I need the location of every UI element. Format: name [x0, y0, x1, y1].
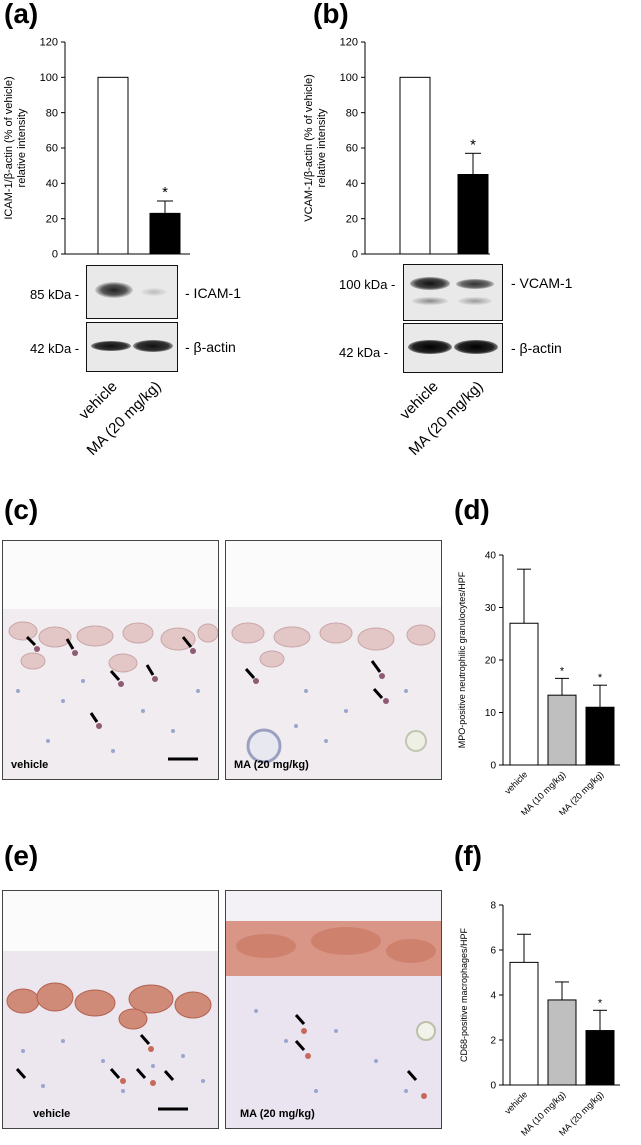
y-tick-label: 0 [52, 249, 58, 260]
y-tick-label: 120 [40, 37, 58, 49]
y-tick-label: 80 [346, 107, 358, 119]
bar [399, 76, 431, 255]
blot-a-actin-panel [86, 322, 178, 372]
significance-marker: * [598, 997, 603, 1009]
y-tick-label: 20 [346, 213, 358, 225]
micrograph-e-ma-caption: MA (20 mg/kg) [240, 1108, 315, 1120]
y-tick-label: 100 [40, 72, 58, 84]
blot-a-actin-band-vehicle [91, 341, 131, 351]
significance-marker: * [560, 665, 565, 677]
y-axis-label-line2: relative intensity [316, 108, 328, 187]
y-axis-label-line2: relative intensity [16, 108, 28, 187]
blot-b-actin-label: - β-actin [511, 340, 562, 356]
blot-a-icam-band-vehicle [95, 282, 133, 298]
y-tick-label: 8 [490, 900, 496, 911]
blot-a-actin-band-ma [133, 340, 173, 352]
micrograph-c-vehicle-tissue [3, 541, 218, 779]
blot-b-vcam-label: - VCAM-1 [511, 275, 573, 291]
micrograph-c-ma: MA (20 mg/kg) [225, 540, 442, 780]
y-tick-label: 100 [340, 72, 358, 84]
blot-b-marker-100: 100 kDa - [339, 277, 396, 292]
chart-b-vcam1: 0 20 40 60 80 100 120 * VCAM-1/β-actin (% of veh… [303, 37, 490, 260]
bar [149, 212, 181, 255]
micrograph-e-vehicle-caption: vehicle [33, 1108, 71, 1120]
significance-marker: * [470, 136, 476, 153]
y-tick-label: 0 [352, 249, 358, 260]
significance-marker: * [598, 672, 603, 684]
y-axis-label: VCAM-1/β-actin (% of vehicle) [303, 74, 315, 222]
micrograph-c-ma-tissue [226, 541, 441, 779]
chart-a-icam1: 0 20 40 60 80 100 120 * ICAM-1/β-actin (% of veh… [3, 37, 190, 260]
bar [509, 622, 539, 766]
y-tick-label: 0 [490, 1080, 496, 1091]
y-tick-label: 6 [490, 945, 496, 956]
y-tick-label: 20 [485, 655, 497, 666]
blot-b-actin-band-ma [454, 340, 498, 354]
panel-label-c: (c) [4, 494, 39, 525]
blot-b-actin-panel [403, 323, 503, 373]
blot-a-icam-label: - ICAM-1 [185, 285, 241, 301]
panel-label-a: (a) [4, 0, 39, 29]
y-tick-label: 60 [46, 143, 58, 155]
blot-b-vcam-lower-band-ma [458, 297, 492, 305]
panel-label-f: (f) [454, 840, 482, 871]
blot-b-actin-band-vehicle [408, 340, 452, 354]
blot-a-icam-band-ma [141, 288, 167, 296]
significance-marker: * [162, 184, 168, 201]
panel-label-e: (e) [4, 840, 39, 871]
blot-a-actin-label: - β-actin [185, 339, 236, 355]
y-tick-label: 40 [46, 178, 58, 190]
y-tick-label: 120 [340, 37, 358, 49]
micrograph-c-vehicle-caption: vehicle [11, 759, 49, 771]
y-tick-label: 40 [485, 550, 497, 561]
micrograph-e-ma-tissue [226, 891, 441, 1128]
bar [457, 174, 489, 255]
bar [547, 694, 577, 766]
y-axis-label: CD68-positive macrophages/HPF [459, 927, 469, 1062]
y-axis-label: MPO-positive neutrophilic granulocytes/H… [457, 571, 467, 748]
y-tick-label: 60 [346, 143, 358, 155]
bar [585, 706, 615, 766]
y-tick-label: 30 [485, 603, 497, 614]
blot-b-marker-42: 42 kDa - [339, 345, 389, 360]
y-axis-label: ICAM-1/β-actin (% of vehicle) [3, 76, 15, 219]
panel-label-d: (d) [454, 494, 490, 525]
blot-a-icam-panel [86, 265, 178, 319]
micrograph-e-vehicle: vehicle [2, 890, 219, 1129]
y-tick-label: 0 [490, 760, 496, 771]
y-tick-label: 20 [46, 213, 58, 225]
category-label: vehicle [503, 769, 530, 796]
y-tick-label: 10 [485, 708, 497, 719]
blot-b-vcam-panel [403, 264, 503, 321]
bar [585, 1030, 615, 1086]
blot-a-marker-42: 42 kDa - [30, 341, 80, 356]
y-tick-label: 4 [490, 990, 496, 1001]
y-tick-label: 40 [346, 178, 358, 190]
micrograph-e-ma: MA (20 mg/kg) [225, 890, 442, 1129]
blot-b-vcam-lower-band-vehicle [412, 297, 448, 305]
bar [97, 76, 129, 255]
category-label: vehicle [503, 1089, 530, 1116]
y-tick-label: 2 [490, 1035, 496, 1046]
bar [547, 999, 577, 1086]
blot-b-vcam-band-vehicle [410, 277, 450, 290]
bar [509, 961, 539, 1086]
panel-label-b: (b) [313, 0, 349, 29]
micrograph-e-vehicle-tissue [3, 891, 218, 1128]
micrograph-c-vehicle: vehicle [2, 540, 219, 780]
micrograph-c-ma-caption: MA (20 mg/kg) [234, 759, 309, 771]
blot-a-marker-85: 85 kDa - [30, 287, 80, 302]
y-tick-label: 80 [46, 107, 58, 119]
blot-b-vcam-band-ma [456, 279, 494, 289]
